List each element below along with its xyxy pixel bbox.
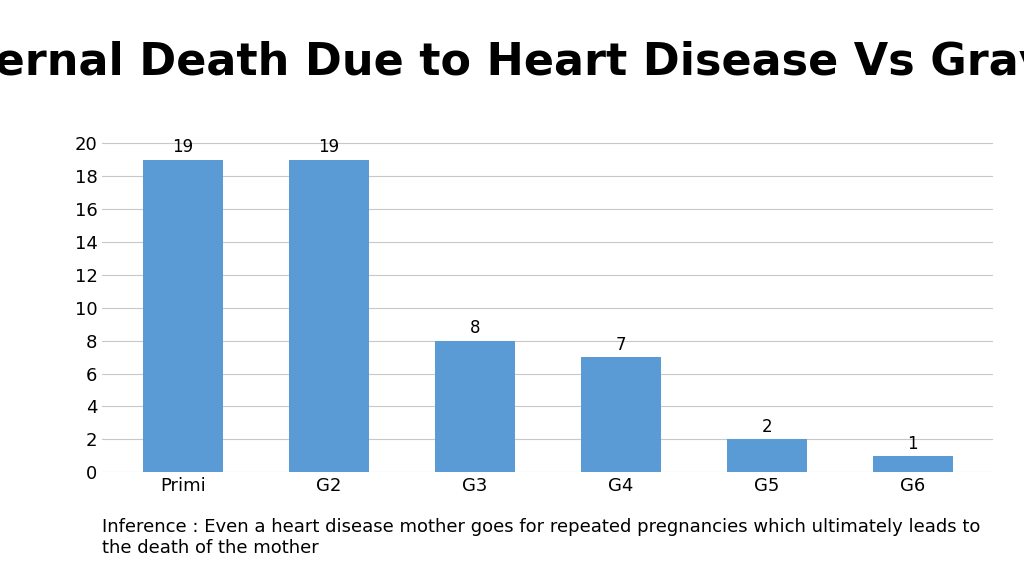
Text: 8: 8 bbox=[470, 319, 480, 338]
Bar bbox=[435, 340, 515, 472]
Bar bbox=[143, 160, 223, 472]
Text: 7: 7 bbox=[615, 336, 626, 354]
Bar bbox=[872, 456, 952, 472]
Text: 19: 19 bbox=[172, 138, 194, 156]
Text: Inference : Even a heart disease mother goes for repeated pregnancies which ulti: Inference : Even a heart disease mother … bbox=[102, 518, 981, 557]
Bar bbox=[581, 357, 660, 472]
Text: Maternal Death Due to Heart Disease Vs Gravida: Maternal Death Due to Heart Disease Vs G… bbox=[0, 40, 1024, 84]
Bar bbox=[289, 160, 369, 472]
Text: 1: 1 bbox=[907, 434, 918, 453]
Bar bbox=[727, 439, 807, 472]
Text: 2: 2 bbox=[762, 418, 772, 436]
Text: 19: 19 bbox=[318, 138, 340, 156]
